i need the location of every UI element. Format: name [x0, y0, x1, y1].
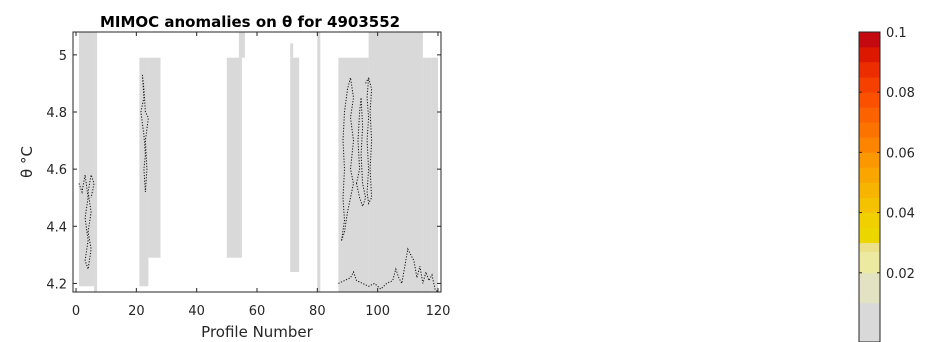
- data-region-12: [432, 57, 438, 293]
- contour-line-4: [365, 77, 373, 206]
- x-tick-label: 20: [128, 304, 145, 319]
- colorbar-tick-label: 0.1: [886, 26, 907, 41]
- contour-line-3: [356, 97, 367, 208]
- colorbar-ticks: 0.02 0.04 0.06 0.08 0.1: [859, 26, 915, 282]
- contour-line-2: [341, 77, 355, 241]
- y-axis-label: θ °C: [18, 146, 36, 178]
- x-tick-label: 60: [249, 304, 266, 319]
- x-axis-label: Profile Number: [201, 323, 313, 341]
- x-tick-label: 120: [426, 304, 451, 319]
- data-region-5: [238, 32, 245, 58]
- data-region-2: [139, 57, 149, 287]
- y-axis: 4.2 4.4 4.6 4.8 5: [46, 49, 441, 292]
- data-region-3: [148, 57, 161, 258]
- colorbar-band-11: [859, 122, 880, 138]
- data-region-11: [422, 57, 432, 293]
- x-tick-label: 100: [365, 304, 390, 319]
- contour-line-1: [140, 74, 149, 193]
- colorbar-band-17: [859, 32, 880, 48]
- data-region-7: [290, 57, 300, 273]
- y-tick-label: 4.6: [46, 163, 67, 178]
- colorbar-band-8: [859, 167, 880, 183]
- plot-area: 0 20 40 60 80 100 120 4.2 4.4 4.6 4.8 5: [46, 31, 451, 319]
- y-tick-label: 4.2: [46, 277, 67, 292]
- contour-line-0: [78, 172, 95, 270]
- colorbar-band-15: [859, 62, 880, 78]
- data-region-0: [79, 32, 95, 287]
- data-region-8: [317, 32, 321, 292]
- colorbar-band-5: [859, 212, 880, 228]
- colorbar-band-16: [859, 47, 880, 63]
- colorbar: 0.02 0.04 0.06 0.08 0.1: [858, 26, 915, 342]
- colorbar-band-1: [859, 272, 880, 304]
- x-tick-label: 80: [309, 304, 326, 319]
- colorbar-band-3: [859, 242, 880, 253]
- contour-lines: [78, 74, 439, 293]
- colorbar-band-0: [859, 302, 880, 342]
- y-tick-label: 5: [59, 49, 67, 64]
- colorbar-tick-label: 0.04: [886, 207, 915, 222]
- colorbar-band-14: [859, 77, 880, 93]
- colorbar-tick-label: 0.02: [886, 267, 915, 282]
- colorbar-band-7: [859, 182, 880, 198]
- y-tick-label: 4.4: [46, 220, 67, 235]
- x-tick-label: 40: [188, 304, 205, 319]
- data-region-1: [94, 32, 98, 292]
- data-region-4: [226, 57, 242, 258]
- x-axis: 0 20 40 60 80 100 120: [72, 32, 451, 319]
- colorbar-band-6: [859, 197, 880, 213]
- colorbar-band-9: [859, 152, 880, 168]
- colorbar-band-13: [859, 92, 880, 108]
- data-region-9: [338, 57, 369, 293]
- colorbar-band-10: [859, 137, 880, 153]
- colorbar-band-2: [859, 251, 880, 274]
- y-tick-label: 4.8: [46, 106, 67, 121]
- colorbar-bands: [859, 32, 880, 342]
- x-tick-label: 0: [72, 304, 80, 319]
- colorbar-tick-label: 0.08: [886, 86, 915, 101]
- colorbar-band-4: [859, 227, 880, 243]
- colorbar-frame: [858, 31, 881, 342]
- colorbar-band-12: [859, 107, 880, 123]
- chart-title: MIMOC anomalies on θ for 4903552: [100, 13, 400, 31]
- data-region-10: [368, 32, 423, 292]
- colorbar-tick-label: 0.06: [886, 146, 915, 161]
- data-region-6: [290, 43, 294, 58]
